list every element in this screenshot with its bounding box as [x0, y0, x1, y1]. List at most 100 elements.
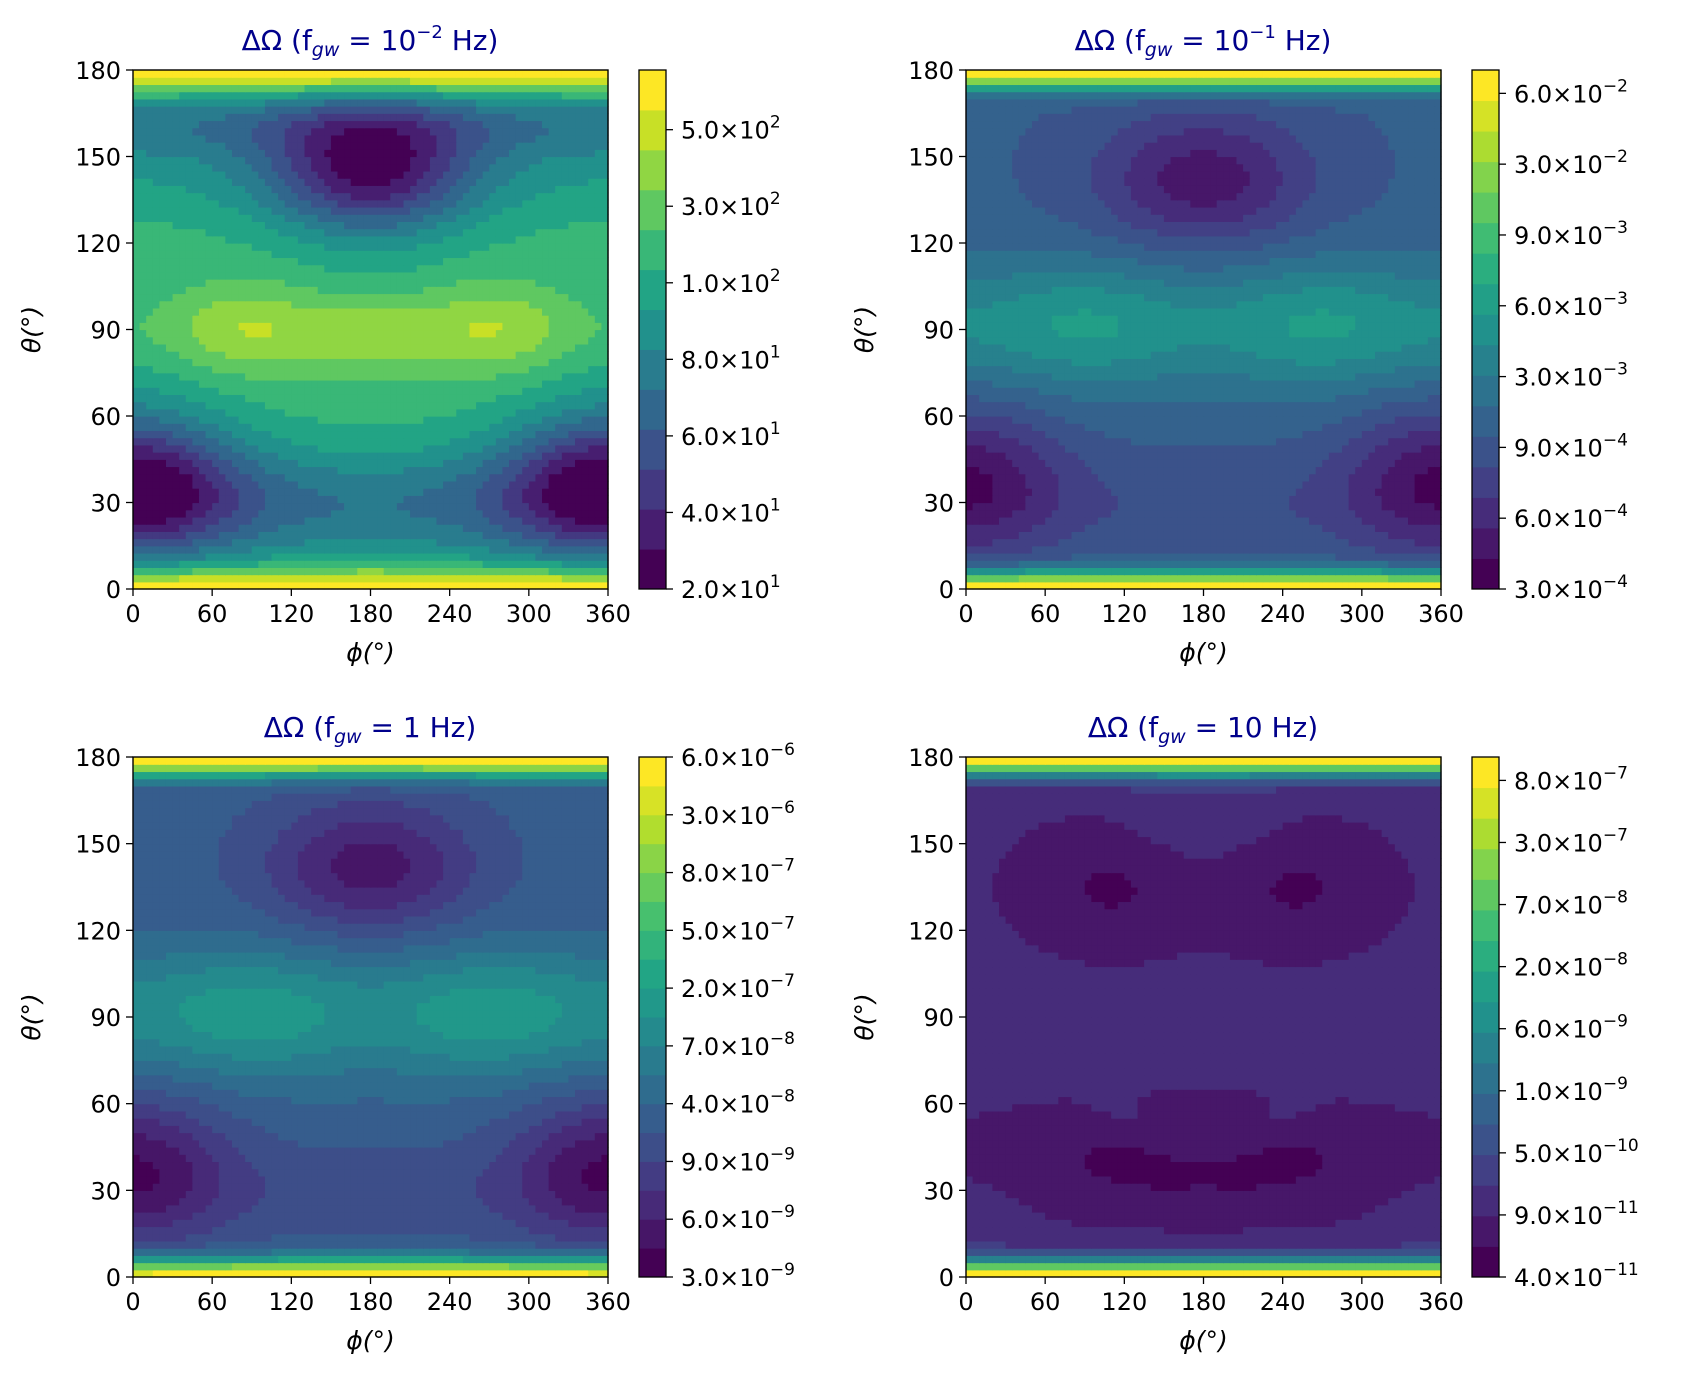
contour-cell [502, 185, 509, 193]
contour-cell [285, 164, 292, 172]
contour-cell [173, 128, 180, 136]
contour-cell [305, 351, 312, 359]
contour-cell [344, 193, 351, 201]
contour-cell [225, 510, 232, 518]
contour-cell [357, 409, 364, 417]
contour-cell [476, 495, 483, 503]
contour-cell [232, 178, 239, 186]
contour-cell [140, 510, 147, 518]
contour-cell [285, 481, 292, 489]
contour-cell [555, 120, 562, 128]
contour-cell [476, 99, 483, 107]
contour-cell [568, 438, 575, 446]
contour-cell [206, 351, 213, 359]
contour-cell [272, 488, 279, 496]
contour-cell [278, 207, 285, 215]
contour-cell [549, 330, 556, 338]
contour-cell [469, 279, 476, 287]
contour-cell [212, 575, 219, 583]
contour-cell [265, 495, 272, 503]
contour-cell [403, 445, 410, 453]
contour-cell [318, 149, 325, 157]
contour-cell [351, 120, 358, 128]
contour-cell [371, 394, 378, 402]
contour-cell [179, 380, 186, 388]
contour-cell [456, 257, 463, 265]
contour-cell [489, 546, 496, 554]
contour-cell [463, 560, 470, 568]
contour-cell [436, 178, 443, 186]
contour-cell [140, 178, 147, 186]
contour-cell [344, 358, 351, 366]
contour-cell [463, 452, 470, 460]
contour-cell [390, 387, 397, 395]
contour-cell [245, 301, 252, 309]
contour-cell [542, 214, 549, 222]
contour-cell [278, 452, 285, 460]
contour-cell [489, 164, 496, 172]
contour-cell [245, 113, 252, 121]
contour-cell [522, 128, 529, 136]
contour-cell [305, 430, 312, 438]
contour-cell [463, 308, 470, 316]
contour-cell [582, 315, 589, 323]
contour-cell [140, 531, 147, 539]
contour-cell [371, 128, 378, 136]
contour-cell [252, 430, 259, 438]
contour-cell [417, 120, 424, 128]
contour-cell [258, 575, 265, 583]
contour-cell [173, 207, 180, 215]
contour-cell [338, 214, 345, 222]
contour-cell [588, 330, 595, 338]
contour-cell [338, 315, 345, 323]
contour-cell [272, 178, 279, 186]
contour-cell [291, 481, 298, 489]
contour-cell [179, 229, 186, 237]
contour-cell [239, 272, 246, 280]
contour-cell [305, 575, 312, 583]
contour-cell [351, 438, 358, 446]
contour-cell [291, 387, 298, 395]
contour-cell [364, 135, 371, 143]
contour-cell [192, 279, 199, 287]
contour-cell [311, 503, 318, 511]
contour-cell [456, 142, 463, 150]
contour-cell [278, 257, 285, 265]
contour-cell [595, 193, 602, 201]
contour-cell [410, 474, 417, 482]
contour-cell [285, 279, 292, 287]
contour-cell [588, 452, 595, 460]
contour-cell [483, 531, 490, 539]
contour-cell [278, 221, 285, 229]
contour-cell [430, 466, 437, 474]
contour-cell [417, 524, 424, 532]
contour-cell [568, 366, 575, 374]
contour-cell [166, 265, 173, 273]
contour-cell [344, 149, 351, 157]
contour-cell [496, 221, 503, 229]
contour-cell [403, 380, 410, 388]
contour-cell [159, 113, 166, 121]
contour-cell [397, 279, 404, 287]
contour-cell [298, 351, 305, 359]
contour-cell [305, 373, 312, 381]
contour-cell [542, 236, 549, 244]
contour-cell [364, 142, 371, 150]
contour-cell [562, 366, 569, 374]
contour-cell [199, 236, 206, 244]
contour-cell [397, 567, 404, 575]
contour-cell [502, 517, 509, 525]
contour-cell [562, 308, 569, 316]
contour-cell [555, 265, 562, 273]
contour-cell [318, 358, 325, 366]
contour-cell [318, 351, 325, 359]
contour-cell [436, 380, 443, 388]
contour-cell [535, 553, 542, 561]
contour-cell [133, 524, 140, 532]
contour-cell [272, 171, 279, 179]
contour-cell [423, 539, 430, 547]
contour-cell [159, 394, 166, 402]
contour-cell [192, 380, 199, 388]
contour-cell [239, 387, 246, 395]
contour-cell [568, 279, 575, 287]
